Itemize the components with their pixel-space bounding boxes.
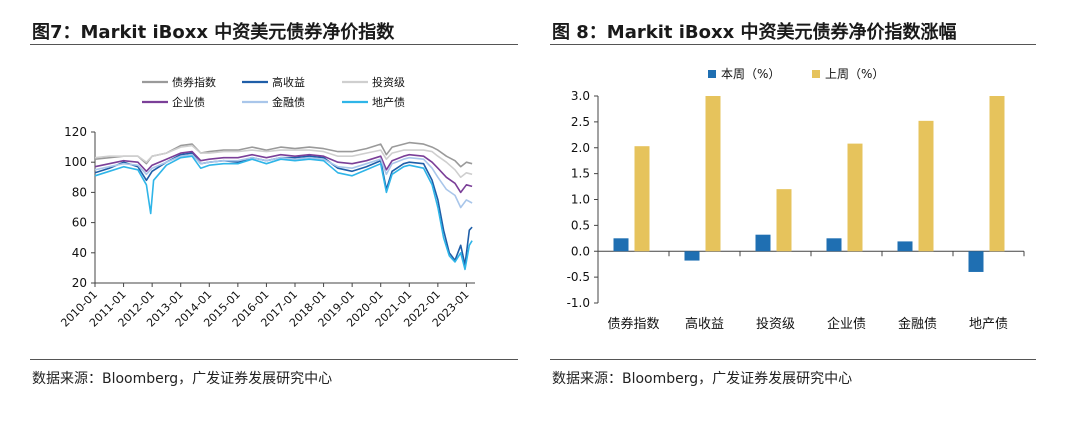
y-tick-label: 1.5	[571, 167, 590, 181]
index-line-chart: 204060801001202010-012011-012012-012013-…	[58, 75, 475, 330]
bar-last-week	[634, 146, 650, 252]
series-line-4	[94, 150, 473, 194]
legend-label: 本周（%）	[721, 67, 780, 81]
left-title-rule	[30, 44, 518, 45]
y-tick-label: 60	[72, 216, 87, 230]
legend-swatch	[708, 70, 716, 78]
right-figure-title: 图 8：Markit iBoxx 中资美元债券净价指数涨幅	[552, 22, 957, 43]
legend-label: 企业债	[172, 95, 205, 109]
y-tick-label: 0.5	[571, 218, 590, 232]
y-tick-label: 3.0	[571, 89, 590, 103]
bar-last-week	[918, 120, 934, 252]
bar-this-week	[755, 234, 771, 252]
y-tick-label: 1.0	[571, 193, 590, 207]
bar-this-week	[897, 241, 913, 252]
y-tick-label: 80	[72, 185, 87, 199]
right-title-rule	[550, 44, 1036, 45]
left-figure-panel: 图7：Markit iBoxx 中资美元债券净价指数 20 40 60 80 100 12…	[30, 0, 518, 429]
series-line-5	[94, 153, 473, 209]
category-label: 地产债	[969, 317, 1008, 332]
legend-label: 金融债	[272, 95, 305, 109]
right-source-note: 数据来源：Bloomberg，广发证券发展研究中心	[552, 371, 853, 387]
y-tick-label: 0.0	[571, 244, 590, 258]
bar-this-week	[968, 251, 984, 272]
left-source-note: 数据来源：Bloomberg，广发证券发展研究中心	[32, 371, 333, 387]
bar-last-week	[847, 143, 863, 252]
category-label: 企业债	[827, 316, 866, 332]
left-figure-title: 图7：Markit iBoxx 中资美元债券净价指数	[32, 22, 395, 43]
category-label: 债券指数	[607, 316, 659, 332]
category-label: 投资级	[756, 316, 795, 332]
y-tick-label: -0.5	[567, 270, 590, 284]
y-tick-label: 2.5	[571, 115, 590, 129]
bar-last-week	[705, 96, 721, 252]
legend-label: 地产债	[372, 95, 405, 109]
change-bar-chart: 3.0 2.5 2.0 1.5 1.0 0.5 0.0 -0.5 -1.0 债券指数 高收益 投资级 企…	[567, 67, 1025, 332]
category-label: 金融债	[898, 316, 937, 332]
legend-label: 债券指数	[172, 75, 216, 89]
right-figure-panel: 图 8：Markit iBoxx 中资美元债券净价指数涨幅 3.0 2.5 2.0 1…	[550, 0, 1050, 429]
bar-this-week	[613, 238, 629, 252]
bar-last-week	[776, 189, 792, 252]
legend-swatch	[812, 70, 820, 78]
bar-last-week	[989, 96, 1005, 252]
legend-label: 上周（%）	[825, 67, 884, 81]
bar-this-week	[684, 251, 700, 261]
legend-label: 高收益	[272, 75, 305, 89]
y-tick-label: 2.0	[571, 141, 590, 155]
y-tick-label: 100	[64, 155, 87, 169]
y-tick-label: 120	[64, 125, 87, 139]
legend-label: 投资级	[372, 75, 405, 89]
right-source-rule	[550, 359, 1036, 360]
bar-this-week	[826, 238, 842, 252]
left-source-rule	[30, 359, 518, 360]
y-tick-label: 40	[72, 246, 87, 260]
series-line-3	[94, 144, 473, 179]
series-line-6	[94, 155, 473, 271]
y-tick-label: -1.0	[567, 296, 590, 310]
y-tick-label: 20	[72, 276, 87, 290]
category-label: 高收益	[685, 316, 724, 332]
